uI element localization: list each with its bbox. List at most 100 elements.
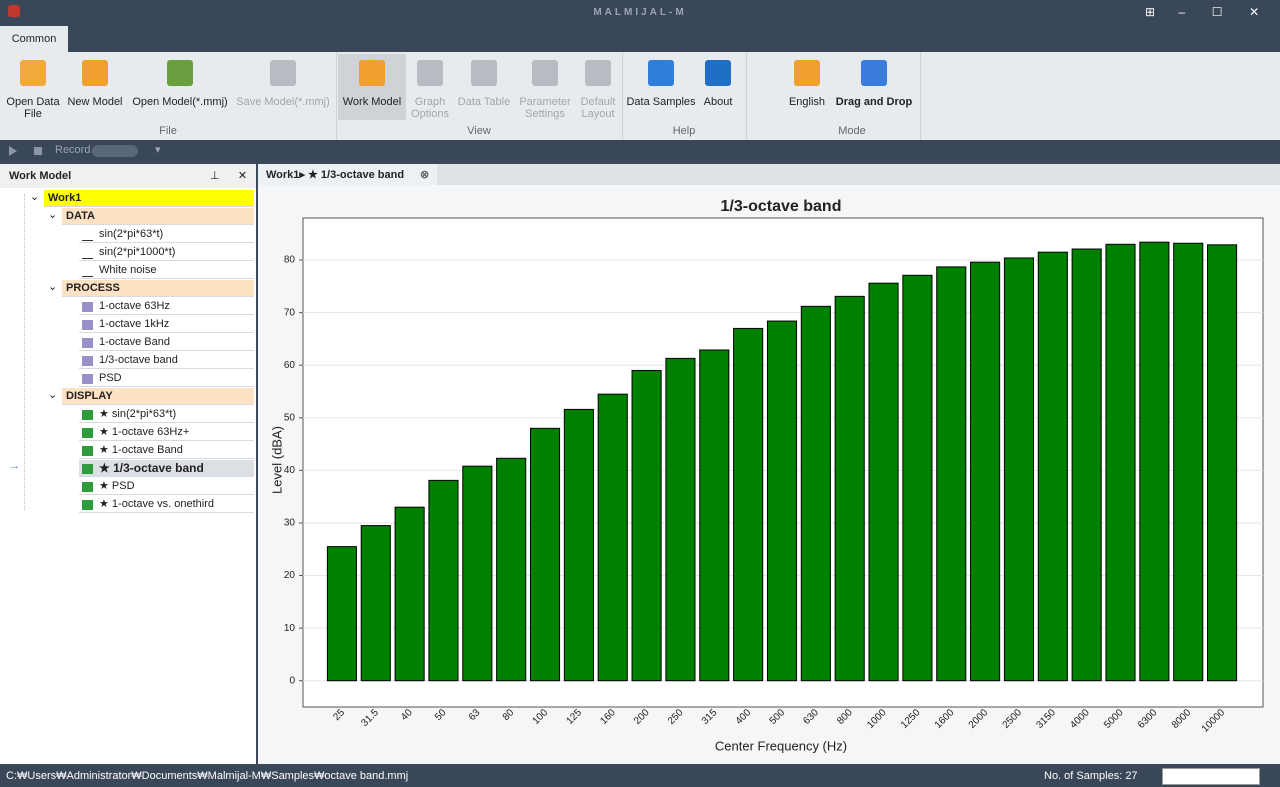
ribbon-button[interactable]: About: [700, 54, 736, 120]
bar: [1003, 257, 1035, 682]
tree-section[interactable]: PROCESS: [62, 280, 254, 297]
item-label: ★ 1/3-octave band: [99, 461, 204, 475]
ribbon-group-label: File: [159, 125, 177, 137]
button-label: Graph Options: [411, 96, 449, 120]
button-icon: [585, 60, 611, 86]
tree-item[interactable]: ★ PSD: [79, 478, 254, 495]
tree-toggle[interactable]: ⌄: [48, 389, 58, 401]
tree-item[interactable]: 1-octave Band: [79, 334, 254, 351]
button-icon: [471, 60, 497, 86]
status-samples: No. of Samples: 27: [1044, 770, 1138, 782]
ribbon-button[interactable]: Data Samples: [626, 54, 696, 120]
tree-item[interactable]: sin(2*pi*63*t): [79, 226, 254, 243]
panel-header: Work Model ⊥ ✕: [0, 164, 256, 188]
tree-section[interactable]: DATA: [62, 208, 254, 225]
tree-root[interactable]: Work1: [44, 190, 254, 207]
item-label: ★ 1-octave Band: [99, 444, 183, 456]
tree-guide: [24, 194, 25, 510]
button-icon: [705, 60, 731, 86]
button-label: English: [788, 96, 826, 108]
bar: [699, 349, 730, 682]
ribbon-button[interactable]: New Model: [64, 54, 126, 120]
ribbon-button: Data Table: [454, 54, 514, 120]
button-icon: [167, 60, 193, 86]
tree-item[interactable]: PSD: [79, 370, 254, 387]
button-icon: [648, 60, 674, 86]
bar: [1037, 251, 1068, 682]
bar: [563, 408, 594, 682]
button-icon: [20, 60, 46, 86]
bar: [529, 427, 561, 682]
tree-item[interactable]: 1-octave 1kHz: [79, 316, 254, 333]
bar: [360, 525, 391, 682]
title-bar: MALMIJAL-M: [0, 0, 1280, 22]
ribbon-button[interactable]: Open Data File: [4, 54, 62, 120]
item-icon: [82, 464, 93, 474]
tree-item[interactable]: ★ 1-octave vs. onethird: [79, 496, 254, 513]
tree-toggle[interactable]: ⌄: [48, 209, 58, 221]
item-label: White noise: [99, 264, 157, 276]
tab-close[interactable]: ⊗: [420, 169, 430, 181]
tree-item[interactable]: ★ sin(2*pi*63*t): [79, 406, 254, 423]
y-tick-label: 70: [284, 307, 296, 318]
item-label: ★ sin(2*pi*63*t): [99, 408, 177, 420]
ribbon-tab[interactable]: Common: [0, 26, 68, 52]
y-tick-label: 40: [284, 465, 296, 476]
status-dropdown[interactable]: [1162, 768, 1260, 785]
bar: [902, 274, 933, 682]
bar: [970, 261, 1001, 682]
bar: [936, 266, 967, 682]
record-label: Record: [55, 144, 91, 156]
tree-item[interactable]: ★ 1/3-octave band: [79, 460, 254, 477]
tree-toggle[interactable]: ⌄: [30, 191, 40, 203]
button-icon: [270, 60, 296, 86]
tree-item[interactable]: sin(2*pi*1000*t): [79, 244, 254, 261]
tree-toggle[interactable]: ⌄: [48, 281, 58, 293]
item-icon: [82, 356, 93, 366]
item-icon: [82, 320, 93, 330]
y-tick-label: 80: [284, 255, 296, 266]
document-tab[interactable]: Work1▸ ★ 1/3-octave band ⊗: [258, 164, 437, 186]
window-controls[interactable]: ⊞ – ☐ ✕: [1145, 5, 1260, 19]
document-area: Work1▸ ★ 1/3-octave band ⊗ 1/3-octave ban…: [258, 164, 1280, 764]
record-toggle[interactable]: [92, 145, 138, 157]
ribbon-group: [784, 52, 921, 140]
bar: [1105, 243, 1136, 682]
tree-item[interactable]: ★ 1-octave 63Hz+: [79, 424, 254, 441]
item-label: ★ 1-octave 63Hz+: [99, 426, 190, 438]
button-label: Open Model(*.mmj): [132, 96, 228, 108]
status-bar: C:₩Users₩Administrator₩Documents₩Malmija…: [0, 766, 1280, 787]
ribbon-button[interactable]: English: [786, 54, 828, 120]
button-icon: [82, 60, 108, 86]
ribbon-button: Default Layout: [576, 54, 620, 120]
bar: [394, 506, 425, 682]
item-icon: [82, 446, 93, 456]
tree-item[interactable]: White noise: [79, 262, 254, 279]
bar: [1139, 241, 1170, 682]
tree-item[interactable]: 1/3-octave band: [79, 352, 254, 369]
item-icon: [82, 338, 93, 348]
y-tick-label: 50: [284, 412, 296, 423]
ribbon-button[interactable]: Open Model(*.mmj): [130, 54, 230, 120]
toolbar-dropdown[interactable]: ▾: [155, 144, 161, 156]
panel-pin[interactable]: ⊥ ✕: [210, 170, 248, 182]
tree-item[interactable]: 1-octave 63Hz: [79, 298, 254, 315]
button-icon: [417, 60, 443, 86]
tree-section[interactable]: DISPLAY: [62, 388, 254, 405]
button-icon: [861, 60, 887, 86]
ribbon-button[interactable]: Drag and Drop: [832, 54, 916, 120]
item-icon: [82, 266, 93, 277]
button-label: Drag and Drop: [835, 96, 913, 108]
ribbon-button[interactable]: Work Model: [338, 54, 406, 120]
tree-item[interactable]: ★ 1-octave Band: [79, 442, 254, 459]
stop-button[interactable]: [34, 147, 42, 155]
y-tick-label: 60: [284, 360, 296, 371]
y-tick-label: 10: [284, 623, 296, 634]
play-button[interactable]: [9, 146, 17, 156]
button-label: Default Layout: [580, 96, 616, 120]
bar: [868, 282, 899, 682]
item-label: 1/3-octave band: [99, 354, 178, 366]
item-icon: [82, 374, 93, 384]
item-icon: [82, 248, 93, 259]
